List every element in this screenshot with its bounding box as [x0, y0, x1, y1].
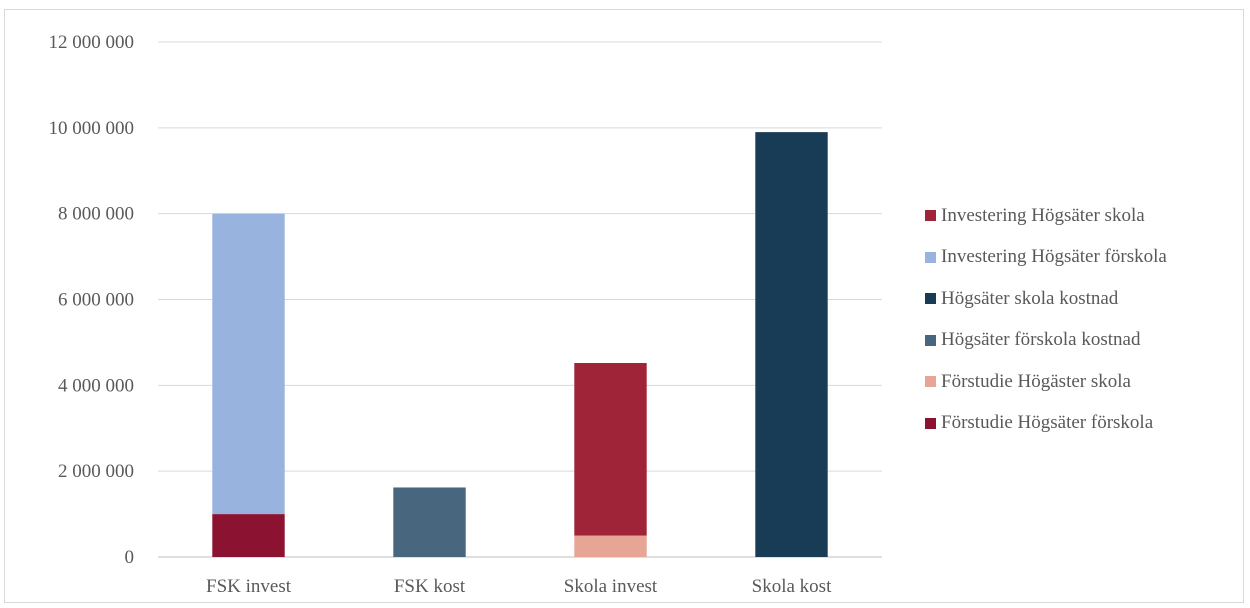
x-axis-category-labels: FSK invest FSK kost Skola invest Skola kost: [206, 576, 832, 597]
legend-swatch: [925, 417, 936, 429]
legend-item: Förstudie Högsäter förskola: [925, 403, 1167, 445]
bar-segment: [574, 535, 647, 557]
legend-label: Investering Högsäter skola: [941, 204, 1145, 226]
y-tick-label: 10 000 000: [49, 118, 135, 139]
legend: Investering Högsäter skola Investering Hö…: [925, 195, 1167, 444]
legend-swatch: [925, 334, 936, 346]
x-category-label: FSK invest: [206, 576, 292, 597]
y-tick-label: 6 000 000: [58, 290, 134, 311]
legend-item: Investering Högsäter skola: [925, 195, 1167, 237]
x-category-label: Skola invest: [564, 576, 658, 597]
x-category-label: Skola kost: [752, 576, 832, 597]
legend-label: Investering Högsäter förskola: [941, 246, 1167, 268]
bars: [212, 132, 828, 557]
legend-item: Förstudie Högäster skola: [925, 361, 1167, 403]
y-tick-label: 12 000 000: [49, 32, 135, 53]
bar-segment: [212, 213, 285, 515]
legend-item: Investering Högsäter förskola: [925, 237, 1167, 279]
legend-swatch: [925, 210, 936, 222]
legend-swatch: [925, 293, 936, 305]
bar-segment: [393, 487, 466, 557]
y-tick-label: 4 000 000: [58, 375, 134, 396]
legend-label: Högsäter skola kostnad: [941, 287, 1119, 309]
y-tick-label: 0: [125, 547, 135, 568]
y-tick-label: 8 000 000: [58, 204, 134, 225]
legend-item: Högsäter skola kostnad: [925, 278, 1167, 320]
legend-swatch: [925, 376, 936, 388]
legend-label: Förstudie Högsäter förskola: [941, 412, 1154, 434]
y-tick-label: 2 000 000: [58, 461, 134, 482]
bar-segment: [755, 132, 828, 557]
legend-item: Högsäter förskola kostnad: [925, 320, 1167, 362]
x-category-label: FSK kost: [394, 576, 466, 597]
bar-segment: [574, 363, 647, 536]
bar-segment: [212, 514, 285, 557]
legend-label: Förstudie Högäster skola: [941, 370, 1131, 392]
legend-label: Högsäter förskola kostnad: [941, 329, 1141, 351]
legend-swatch: [925, 251, 936, 263]
y-axis-tick-labels: 0 2 000 000 4 000 000 6 000 000 8 000 000 10 …: [49, 32, 135, 568]
